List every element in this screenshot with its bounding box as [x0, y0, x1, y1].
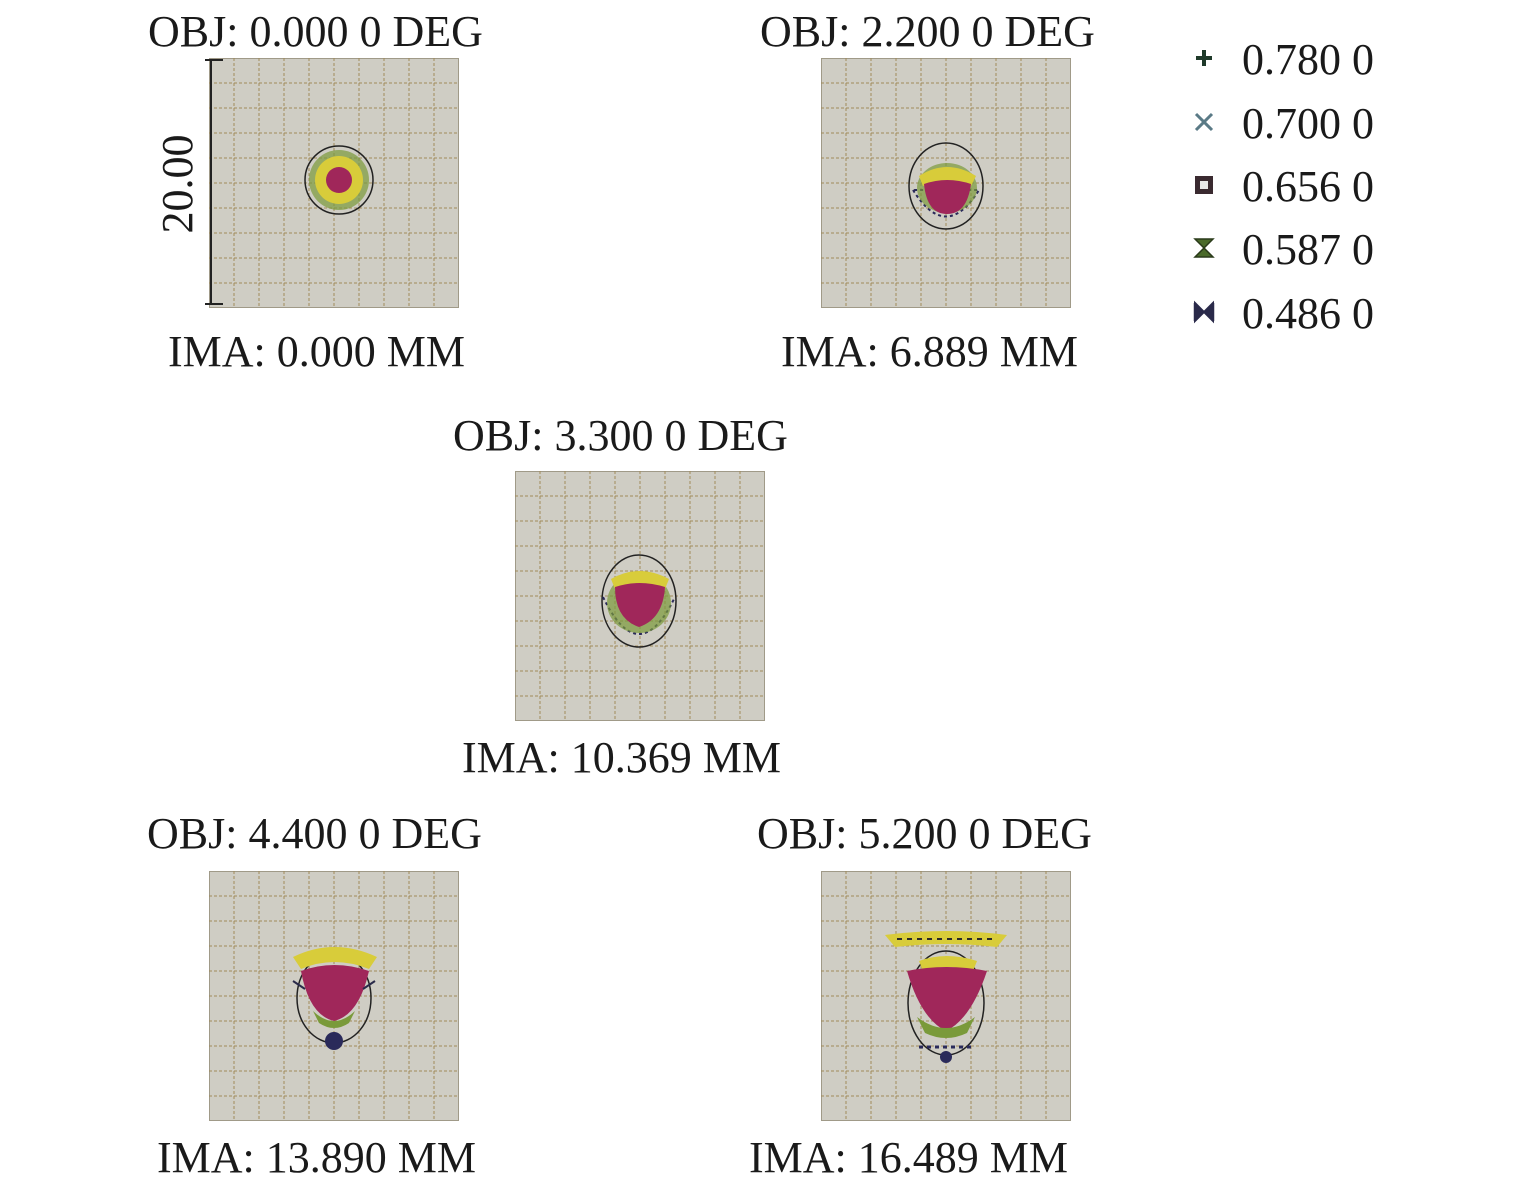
bowtie-icon	[1193, 300, 1215, 324]
spot-diagram-panel-1	[209, 58, 459, 308]
legend-label-4: 0.587 0	[1242, 225, 1374, 274]
spot-diagram-panel-3	[515, 471, 765, 721]
square-icon	[1195, 176, 1213, 194]
panel-1-ima-label: IMA: 0.000 MM	[168, 327, 466, 376]
spot-diagram-5	[821, 871, 1071, 1121]
legend-label-1: 0.780 0	[1242, 35, 1374, 84]
panel-3-obj-label: OBJ: 3.300 0 DEG	[453, 411, 788, 460]
hourglass-icon	[1193, 238, 1215, 258]
legend-label-3: 0.656 0	[1242, 162, 1374, 211]
spot-diagram-panel-2	[821, 58, 1071, 308]
plus-icon	[1196, 50, 1212, 66]
panel-3-ima-label: IMA: 10.369 MM	[462, 733, 782, 782]
cross-icon	[1194, 112, 1214, 132]
scale-label: 20.00	[153, 134, 202, 234]
legend-label-2: 0.700 0	[1242, 99, 1374, 148]
spot-diagram-3	[515, 471, 765, 721]
panel-4-ima-label: IMA: 13.890 MM	[157, 1133, 477, 1182]
scale-bar	[205, 59, 223, 305]
spot-diagram-4	[209, 871, 459, 1121]
legend-label-5: 0.486 0	[1242, 289, 1374, 338]
panel-5-ima-label: IMA: 16.489 MM	[749, 1133, 1069, 1182]
spot-diagram-1	[209, 58, 459, 308]
panel-2-ima-label: IMA: 6.889 MM	[781, 327, 1079, 376]
panel-1-obj-label: OBJ: 0.000 0 DEG	[148, 7, 483, 56]
panel-5-obj-label: OBJ: 5.200 0 DEG	[757, 809, 1092, 858]
panel-2-obj-label: OBJ: 2.200 0 DEG	[760, 7, 1095, 56]
panel-4-obj-label: OBJ: 4.400 0 DEG	[147, 809, 482, 858]
spot-diagram-2	[821, 58, 1071, 308]
airy-circle	[304, 145, 374, 215]
spot-diagram-panel-4	[209, 871, 459, 1121]
spot-diagram-panel-5	[821, 871, 1071, 1121]
